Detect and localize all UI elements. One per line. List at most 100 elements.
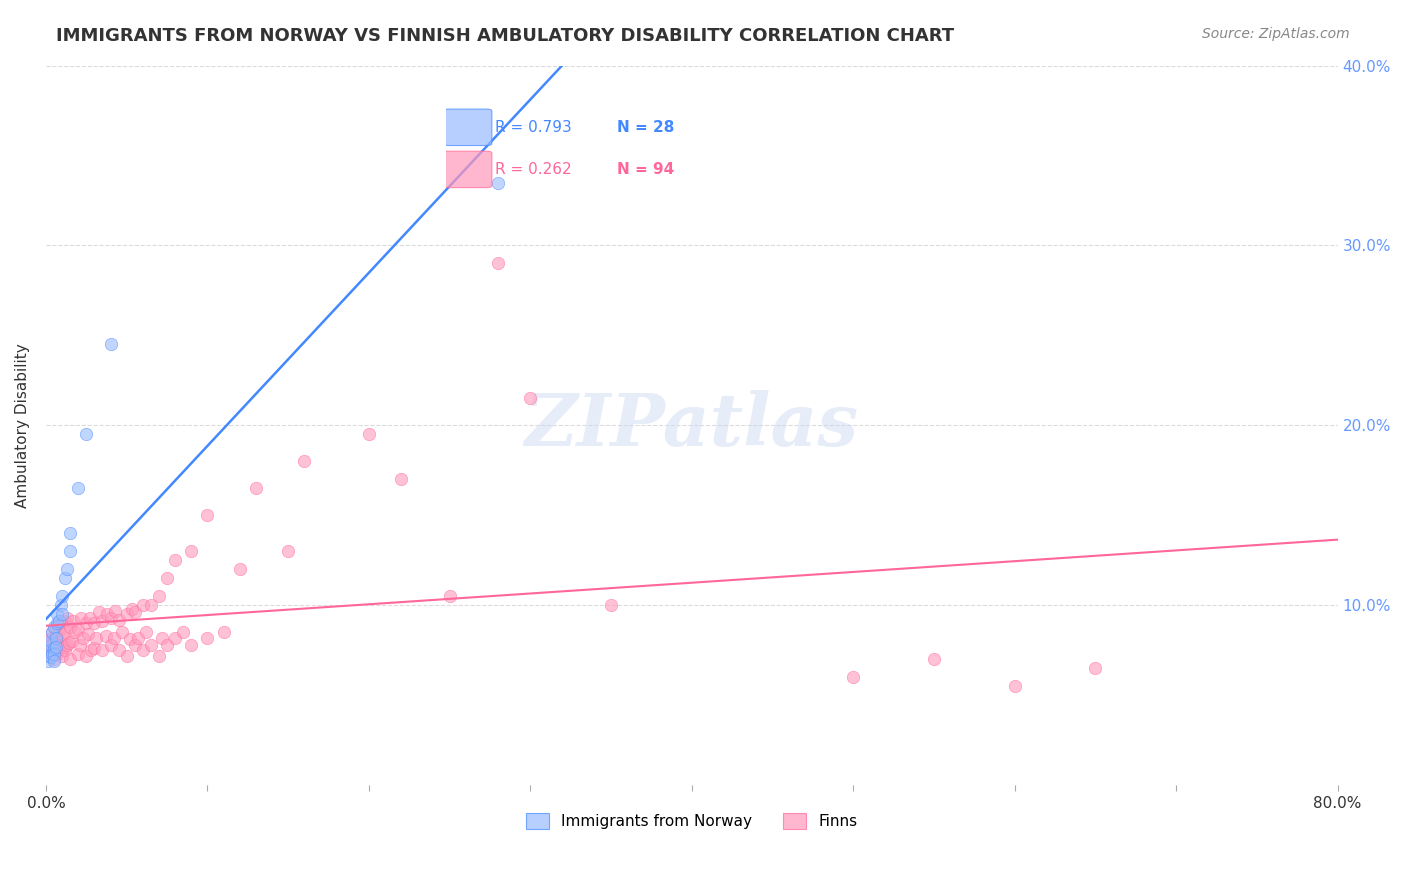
Point [46,616,69,631]
Point [165,553,187,567]
Point [51,627,73,641]
Point [60,634,83,648]
Point [245,481,267,495]
Point [277,544,299,558]
Point [59,620,82,634]
Point [132,643,155,657]
Point [56,562,79,576]
Point [52,615,75,629]
Point [41,625,63,640]
Point [38,638,60,652]
Point [42,654,65,668]
Point [197,631,219,645]
Point [103,631,125,645]
Point [75,616,97,631]
Point [45,640,67,654]
Point [89,606,111,620]
Point [180,638,202,652]
Point [70,611,93,625]
Point [115,648,138,663]
Point [51,589,73,603]
Point [38,643,60,657]
Point [115,607,138,622]
Point [75,648,97,663]
Point [292,454,315,468]
Point [39,631,62,645]
Point [212,625,235,640]
Point [41,636,63,650]
Point [842,670,865,684]
Point [69,638,91,652]
Point [39,650,62,665]
Point [172,625,194,640]
Point [80,643,103,657]
Point [46,607,69,622]
Point [42,620,65,634]
Point [59,544,82,558]
Point [118,632,141,647]
Point [58,636,80,650]
Point [389,472,412,486]
Point [1004,679,1026,693]
Point [148,648,170,663]
Point [100,337,122,351]
Y-axis label: Ambulatory Disability: Ambulatory Disability [15,343,30,508]
Point [600,598,623,612]
Point [150,631,173,645]
Text: ZIPatlas: ZIPatlas [524,390,859,461]
Legend: Immigrants from Norway, Finns: Immigrants from Norway, Finns [520,806,863,835]
Point [83,616,105,631]
Point [67,481,90,495]
Point [45,620,67,634]
Point [439,589,461,603]
Text: Source: ZipAtlas.com: Source: ZipAtlas.com [1202,27,1350,41]
Point [1084,661,1107,675]
Point [121,602,143,616]
Point [107,643,129,657]
Point [100,611,122,625]
Point [91,643,114,657]
Point [39,648,62,663]
Point [67,647,90,661]
Point [41,647,63,661]
Point [46,647,69,661]
Point [922,652,945,666]
Point [53,643,76,657]
Point [56,611,79,625]
Point [52,640,75,654]
Point [39,638,62,652]
Point [96,607,118,622]
Point [139,638,162,652]
Point [63,625,86,640]
Point [39,634,62,648]
Point [51,648,73,663]
Point [519,392,541,406]
Point [37,643,59,657]
Point [165,631,187,645]
Point [127,631,149,645]
Point [48,641,70,656]
Point [38,648,60,663]
Point [72,631,94,645]
Point [67,622,90,636]
Point [132,598,155,612]
Point [51,607,73,622]
Point [148,589,170,603]
Point [46,629,69,643]
Point [100,638,122,652]
Point [107,613,129,627]
Point [42,652,65,666]
Point [486,176,509,190]
Point [41,625,63,640]
Point [48,624,70,638]
Point [49,638,72,652]
Point [79,611,101,625]
Point [59,526,82,541]
Point [42,641,65,656]
Point [486,256,509,270]
Point [83,641,105,656]
Point [124,606,146,620]
Point [77,627,100,641]
Point [45,631,67,645]
Point [357,427,380,442]
